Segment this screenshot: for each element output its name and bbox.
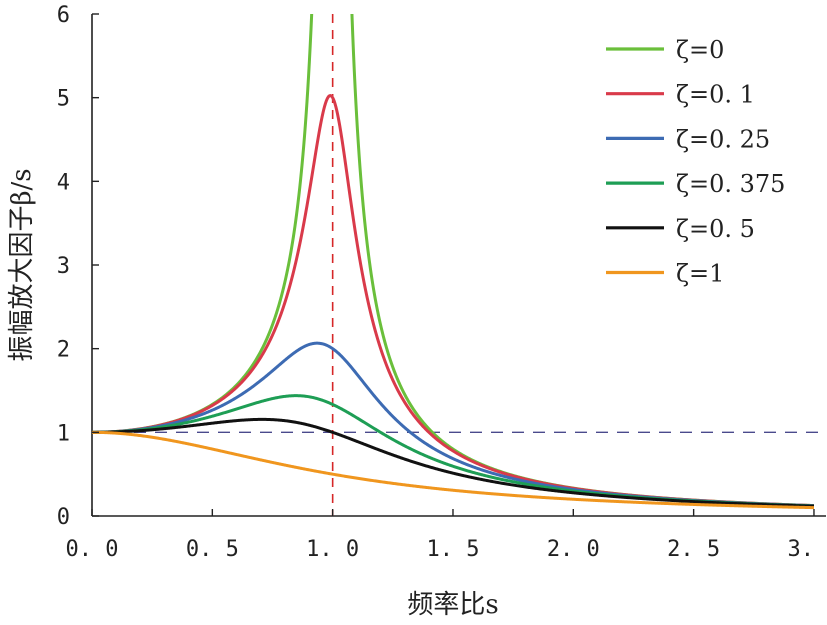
legend-label: ζ=0 xyxy=(676,36,724,64)
x-tick-label: 0. 5 xyxy=(186,537,239,562)
x-tick-label: 0. 0 xyxy=(66,537,119,562)
y-axis-title: 振幅放大因子β/s xyxy=(7,168,37,361)
series-line-5 xyxy=(92,430,815,510)
y-ticks: 0 1 2 3 4 5 6 xyxy=(57,3,99,530)
y-tick-label: 4 xyxy=(57,170,70,195)
legend-label: ζ=1 xyxy=(676,260,724,288)
plot-area: 0. 0 0. 5 1. 0 1. 5 2. 0 2. 5 3. 0 0 1 2 3 4 5 6 xyxy=(57,3,827,562)
x-tick-label: 2. 5 xyxy=(667,537,720,562)
legend-label: ζ=0. 25 xyxy=(676,125,770,153)
series-line-4 xyxy=(92,417,815,508)
x-tick-label: 3. 0 xyxy=(787,537,827,562)
legend-label: ζ=0. 375 xyxy=(676,170,785,198)
legend-label: ζ=0. 5 xyxy=(676,215,755,243)
x-ticks: 0. 0 0. 5 1. 0 1. 5 2. 0 2. 5 3. 0 xyxy=(66,509,827,562)
x-tick-label: 1. 5 xyxy=(426,537,479,562)
series-line-0 xyxy=(92,14,815,508)
series-line-1 xyxy=(92,94,815,508)
legend: ζ=0 ζ=0. 1 ζ=0. 25 ζ=0. 375 ζ=0. 5 ζ=1 xyxy=(606,36,785,288)
y-tick-label: 3 xyxy=(57,254,70,279)
y-tick-label: 2 xyxy=(57,338,70,363)
y-tick-label: 0 xyxy=(57,505,70,530)
legend-label: ζ=0. 1 xyxy=(676,81,755,109)
y-tick-label: 5 xyxy=(57,87,70,112)
y-tick-label: 6 xyxy=(57,3,70,28)
x-tick-label: 2. 0 xyxy=(547,537,600,562)
x-axis-title: 频率比s xyxy=(407,590,498,620)
y-tick-label: 1 xyxy=(57,421,70,446)
series-lines xyxy=(92,14,815,510)
x-tick-label: 1. 0 xyxy=(306,537,359,562)
